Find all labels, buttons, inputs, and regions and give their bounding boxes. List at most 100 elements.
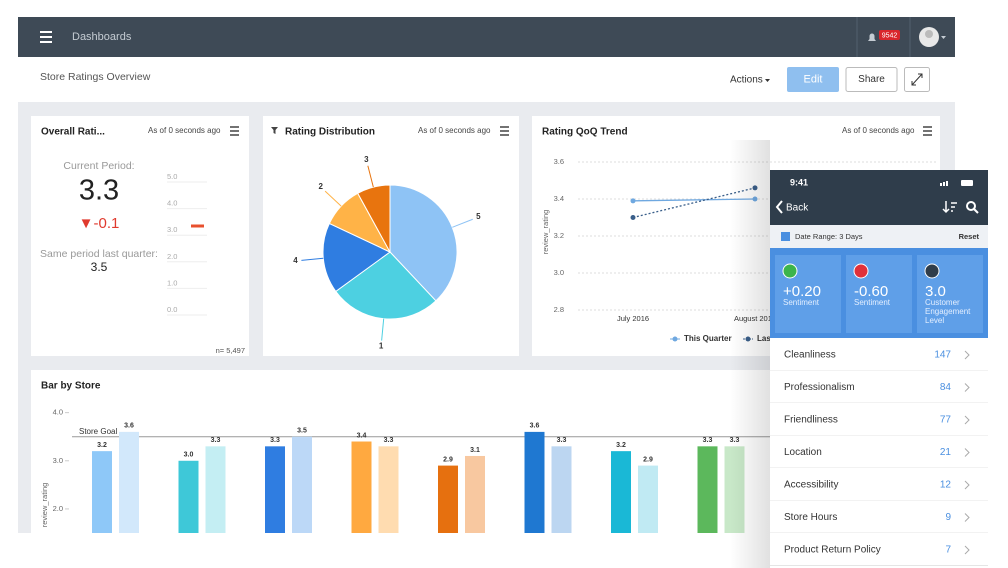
actions-menu[interactable]: Actions [730,75,763,86]
phone-header [770,170,988,225]
count: n= 5,497 [216,346,245,355]
leader-line [452,218,473,228]
y-tick-label: 2.8 [554,305,564,314]
kpi-label: Sentiment [854,298,891,307]
row-count: 9 [945,512,951,523]
kpi-label: Sentiment [783,298,820,307]
kpi-value: 3.0 [925,283,946,300]
previous-label: Same period last quarter: [40,248,158,260]
date-range[interactable]: Date Range: 3 Days [795,232,863,241]
bar-value-label: 3.6 [530,423,540,430]
scale-label: 4.0 [167,199,177,208]
timestamp: As of 0 seconds ago [842,126,915,135]
slice-label: 5 [476,212,481,221]
row-count: 7 [945,545,951,556]
row-label: Product Return Policy [784,545,881,556]
bar-value-label: 3.4 [357,432,367,439]
bar-value-label: 2.9 [443,456,453,463]
bar-value-label: 3.3 [211,437,221,444]
list-row[interactable] [770,533,988,566]
bar [119,431,139,533]
badge-count: 9542 [882,32,898,39]
slice-label: 4 [293,256,298,265]
row-count: 77 [940,415,952,426]
leader-line [381,318,385,341]
bar-value-label: 3.2 [97,442,107,449]
current-label: Current Period: [63,160,134,172]
bar [438,465,458,533]
x-tick-label: July 2016 [617,314,649,323]
chevron [964,415,970,425]
edit-button[interactable] [787,67,839,92]
nav-title[interactable]: Dashboards [72,31,132,43]
back-button[interactable]: Back [786,203,809,214]
row-count: 12 [940,480,952,491]
row-count: 21 [940,447,952,458]
chevron [964,383,970,392]
card-title: Rating Distribution [285,127,375,138]
kpi-label-box: Sentiment [783,298,820,307]
bar [92,451,112,533]
back-icon[interactable] [775,200,783,214]
filter-icon[interactable] [271,127,278,134]
change-value: ▼-0.1 [79,215,120,232]
y-tick-label: 4.0 [53,408,63,417]
kpi-icon [782,263,798,279]
bar-value-label: 3.6 [124,423,134,430]
timestamp: As of 0 seconds ago [148,126,221,135]
search-icon[interactable] [966,201,979,214]
legend-label: This Quarter [684,334,732,343]
list-row[interactable] [770,435,988,469]
chevron [964,513,970,522]
card-title: Bar by Store [41,381,101,392]
card-menu[interactable] [500,126,509,136]
scale-label: 5.0 [167,172,177,181]
leader-line [324,190,342,207]
list-row[interactable] [770,338,988,371]
list-row[interactable] [770,500,988,534]
bell-icon[interactable] [868,33,876,42]
list-row[interactable] [770,468,988,501]
current-value: 3.3 [79,175,119,207]
page-title: Store Ratings Overview [40,71,151,83]
y-tick-label: 3.0 [554,268,564,277]
top-bar [18,17,955,57]
row-label: Accessibility [784,480,838,491]
pie-slice [357,184,391,253]
bar [465,455,485,533]
edit-label: Edit [804,73,823,85]
menu-button[interactable] [40,31,52,43]
reset-button[interactable]: Reset [959,232,980,241]
bar [351,441,372,533]
bar [178,460,199,533]
row-label: Friendliness [784,415,838,426]
row-label: Store Hours [784,512,837,523]
share-button[interactable] [845,67,898,92]
card [31,116,249,356]
y-tick-label: 3.4 [554,194,564,203]
card-title: Rating QoQ Trend [542,127,628,138]
slice-label: 3 [364,155,369,164]
bar [378,446,399,533]
y-tick-label: 3.0 [53,456,63,465]
chevron [964,480,970,490]
status-icons [940,180,973,186]
sort-icon[interactable] [942,201,957,214]
timestamp: As of 0 seconds ago [418,126,491,135]
kpi-label-box: Customer Engagement Level [925,298,970,325]
card-menu[interactable] [230,126,239,136]
bar [697,446,718,533]
chevron [964,350,970,360]
pie-slice [322,222,391,293]
row-label: Professionalism [784,382,855,393]
y-tick-label: 2.0 [53,504,63,513]
filter-bar [770,225,988,248]
list-row[interactable] [770,370,988,404]
scale-label: 3.0 [167,225,177,234]
caret [941,36,946,39]
mini-scale: 5.0 4.0 3.0 2.0 1.0 0.0 [167,172,207,316]
card-menu[interactable] [923,126,932,136]
calendar-icon[interactable] [781,232,790,241]
list-row[interactable] [770,403,988,436]
